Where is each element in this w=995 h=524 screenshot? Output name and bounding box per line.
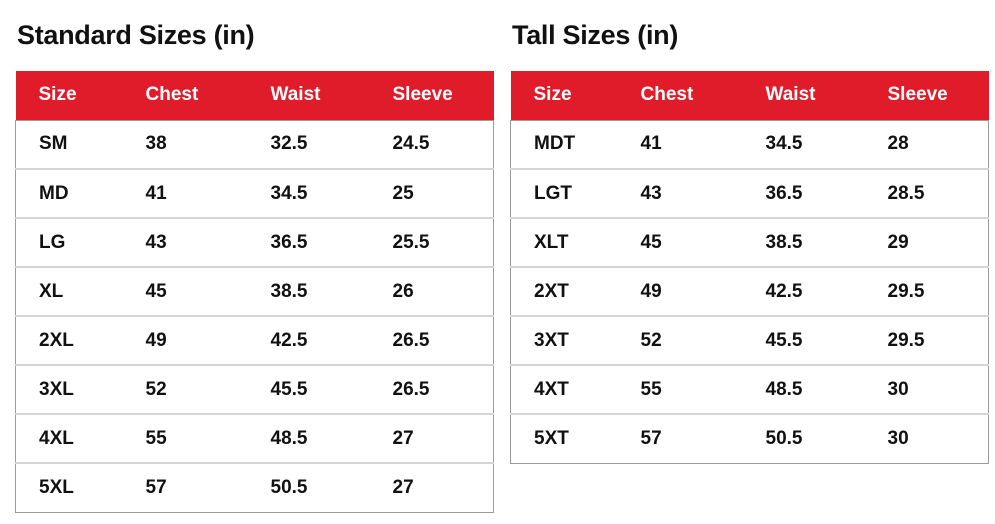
table-row: XLT 45 38.5 29 [510,217,989,268]
table-row: 4XT 55 48.5 30 [510,364,989,415]
table-body: MDT 41 34.5 28 LGT 43 36.5 28.5 XLT 45 38.5 29 2XT 49… [510,120,989,464]
table-row: MD 41 34.5 25 [15,168,494,219]
size-label-cell: 3XT [510,315,618,366]
table-row: 5XL 57 50.5 27 [15,462,494,513]
measurement-cell: 25 [369,168,494,219]
measurement-cell: 45 [617,217,743,268]
table-row: XL 45 38.5 26 [15,266,494,317]
measurement-cell: 42.5 [742,266,865,317]
measurement-cell: 25.5 [369,217,494,268]
measurement-cell: 38.5 [742,217,865,268]
measurement-cell: 36.5 [247,217,370,268]
size-label-cell: 3XL [15,364,123,415]
measurement-cell: 38.5 [247,266,370,317]
column-header: Size [15,71,123,121]
size-label-cell: 2XL [15,315,123,366]
measurement-cell: 29.5 [864,315,989,366]
measurement-cell: 29 [864,217,989,268]
column-header: Sleeve [369,71,494,121]
table-row: 4XL 55 48.5 27 [15,413,494,464]
table-header-row: Size Chest Waist Sleeve [510,71,989,121]
tall-sizes-table: Size Chest Waist Sleeve MDT 41 34.5 28 LGT 43 36.… [510,71,989,464]
column-header: Waist [247,71,370,121]
size-label-cell: MD [15,168,123,219]
measurement-cell: 30 [864,364,989,415]
measurement-cell: 26.5 [369,364,494,415]
measurement-cell: 45 [122,266,248,317]
size-label-cell: 4XL [15,413,123,464]
measurement-cell: 42.5 [247,315,370,366]
measurement-cell: 43 [617,168,743,219]
tall-sizes-section: Tall Sizes (in) Size Chest Waist Sleeve MDT… [510,15,989,513]
size-charts-page: Standard Sizes (in) Size Chest Waist Sleeve… [15,15,989,513]
measurement-cell: 45.5 [247,364,370,415]
measurement-cell: 26.5 [369,315,494,366]
measurement-cell: 24.5 [369,120,494,170]
table-row: 2XL 49 42.5 26.5 [15,315,494,366]
measurement-cell: 30 [864,413,989,464]
size-label-cell: XL [15,266,123,317]
table-row: LGT 43 36.5 28.5 [510,168,989,219]
measurement-cell: 52 [617,315,743,366]
measurement-cell: 50.5 [742,413,865,464]
measurement-cell: 32.5 [247,120,370,170]
table-row: SM 38 32.5 24.5 [15,120,494,170]
measurement-cell: 27 [369,413,494,464]
measurement-cell: 41 [617,120,743,170]
size-label-cell: 5XL [15,462,123,513]
measurement-cell: 55 [122,413,248,464]
measurement-cell: 52 [122,364,248,415]
measurement-cell: 29.5 [864,266,989,317]
measurement-cell: 55 [617,364,743,415]
column-header: Chest [122,71,248,121]
column-header: Sleeve [864,71,989,121]
column-header: Waist [742,71,865,121]
column-header: Chest [617,71,743,121]
measurement-cell: 36.5 [742,168,865,219]
size-label-cell: MDT [510,120,618,170]
measurement-cell: 48.5 [742,364,865,415]
measurement-cell: 43 [122,217,248,268]
measurement-cell: 48.5 [247,413,370,464]
size-label-cell: LG [15,217,123,268]
measurement-cell: 26 [369,266,494,317]
measurement-cell: 57 [617,413,743,464]
measurement-cell: 38 [122,120,248,170]
measurement-cell: 41 [122,168,248,219]
measurement-cell: 45.5 [742,315,865,366]
size-label-cell: 4XT [510,364,618,415]
measurement-cell: 28.5 [864,168,989,219]
measurement-cell: 50.5 [247,462,370,513]
measurement-cell: 28 [864,120,989,170]
table-row: 2XT 49 42.5 29.5 [510,266,989,317]
size-label-cell: 2XT [510,266,618,317]
table-row: 3XL 52 45.5 26.5 [15,364,494,415]
table-body: SM 38 32.5 24.5 MD 41 34.5 25 LG 43 36.5 25.5 XL 45 38… [15,120,494,513]
size-label-cell: XLT [510,217,618,268]
measurement-cell: 27 [369,462,494,513]
measurement-cell: 34.5 [742,120,865,170]
table-row: 3XT 52 45.5 29.5 [510,315,989,366]
measurement-cell: 49 [617,266,743,317]
size-label-cell: LGT [510,168,618,219]
size-label-cell: SM [15,120,123,170]
measurement-cell: 34.5 [247,168,370,219]
table-row: 5XT 57 50.5 30 [510,413,989,464]
measurement-cell: 49 [122,315,248,366]
table-row: MDT 41 34.5 28 [510,120,989,170]
measurement-cell: 57 [122,462,248,513]
standard-sizes-title: Standard Sizes (in) [17,20,255,50]
table-row: LG 43 36.5 25.5 [15,217,494,268]
standard-sizes-table: Size Chest Waist Sleeve SM 38 32.5 24.5 MD 41 34.… [15,71,494,513]
table-header-row: Size Chest Waist Sleeve [15,71,494,121]
standard-sizes-section: Standard Sizes (in) Size Chest Waist Sleeve… [15,15,494,513]
column-header: Size [510,71,618,121]
tall-sizes-title: Tall Sizes (in) [512,20,679,50]
size-label-cell: 5XT [510,413,618,464]
